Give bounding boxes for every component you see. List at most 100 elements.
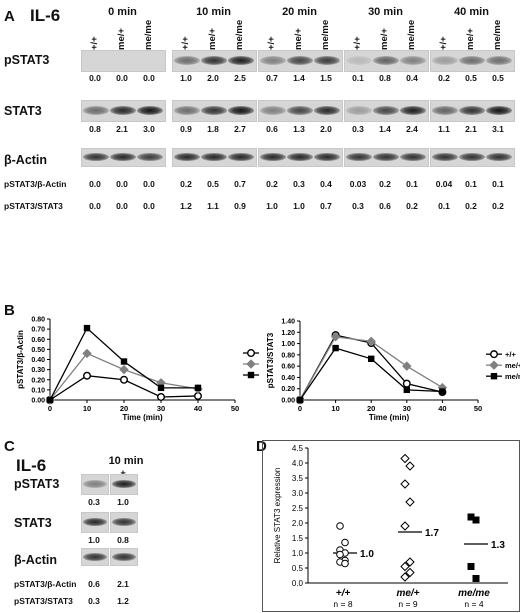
- genotype-label: me/+: [379, 28, 390, 50]
- y-tick-label: 1.40: [281, 319, 295, 326]
- densitometry-value: 0.3: [88, 497, 100, 507]
- genotype-label: me/me: [143, 19, 154, 50]
- blot-band-image: [81, 512, 109, 533]
- protein-band: [486, 56, 512, 65]
- protein-band: [459, 153, 485, 161]
- data-point: [46, 396, 54, 404]
- densitometry-value: 2.1: [465, 124, 477, 134]
- mean-label: 1.7: [425, 528, 439, 539]
- protein-band: [314, 56, 340, 65]
- ratio-value: 0.0: [143, 201, 155, 211]
- densitometry-value: 0.8: [117, 535, 129, 545]
- blot-band-image: [81, 148, 166, 167]
- protein-band: [432, 153, 458, 161]
- data-point: [194, 384, 202, 392]
- densitometry-value: 1.0: [117, 497, 129, 507]
- data-point: [341, 538, 349, 547]
- y-tick-label: 0.0: [292, 579, 304, 588]
- densitometry-value: 1.0: [88, 535, 100, 545]
- y-tick-label: 0.80: [281, 352, 295, 359]
- protein-band: [83, 153, 109, 161]
- densitometry-value: 0.5: [492, 73, 504, 83]
- y-tick-label: 0.50: [31, 347, 45, 354]
- legend-label: me/+: [505, 361, 520, 370]
- blot-band-image: [430, 148, 515, 167]
- data-point: [330, 332, 341, 342]
- ratio-value: 0.4: [320, 179, 332, 189]
- y-tick-label: 0.40: [281, 375, 295, 382]
- protein-band: [400, 56, 426, 65]
- blot-band-image: [110, 512, 138, 533]
- densitometry-value: 0.7: [266, 73, 278, 83]
- protein-band: [228, 106, 254, 115]
- protein-band: [373, 56, 399, 65]
- data-point: [400, 572, 410, 582]
- protein-band: [174, 153, 200, 161]
- protein-band: [260, 153, 286, 161]
- protein-band: [201, 56, 227, 65]
- group-count-label: n = 8: [333, 599, 352, 609]
- protein-band: [174, 106, 200, 115]
- blot-band-image: [258, 100, 343, 122]
- data-point: [489, 360, 499, 370]
- densitometry-value: 2.5: [234, 73, 246, 83]
- ratio-value: 0.0: [143, 179, 155, 189]
- blot-band-image: [172, 148, 257, 167]
- x-tick-label: 50: [474, 404, 482, 413]
- data-point: [472, 516, 480, 524]
- legend-label: me/me: [505, 372, 520, 381]
- data-point: [405, 567, 415, 578]
- y-tick-label: 0.70: [31, 327, 45, 334]
- densitometry-value: 1.3: [293, 124, 305, 134]
- ratio-value: 0.3: [88, 596, 100, 606]
- data-point: [246, 359, 256, 369]
- densitometry-value: 2.0: [207, 73, 219, 83]
- ratio-value: 0.2: [266, 179, 278, 189]
- ratio-value: 0.3: [352, 201, 364, 211]
- x-category-label: me/+: [396, 588, 419, 599]
- ratio-value: 0.7: [320, 201, 332, 211]
- blot-row-label: STAT3: [4, 104, 42, 118]
- y-tick-label: 0.60: [31, 337, 45, 344]
- ratio-value: 0.7: [234, 179, 246, 189]
- protein-band: [346, 153, 372, 161]
- ratio-value: 0.6: [88, 579, 100, 589]
- blot-band-image: [81, 50, 166, 72]
- protein-band: [373, 153, 399, 161]
- data-point: [366, 336, 376, 347]
- protein-band: [174, 56, 200, 65]
- genotype-label: me/me: [492, 19, 503, 50]
- protein-band: [110, 153, 136, 161]
- protein-band: [201, 153, 227, 161]
- y-tick-label: 0.60: [281, 364, 295, 371]
- panel-a-letter: A: [4, 8, 15, 25]
- panel-c-timepoint: 10 min: [108, 455, 144, 467]
- x-tick-label: 30: [403, 404, 411, 413]
- ratio-value: 1.0: [293, 201, 305, 211]
- data-point: [439, 388, 446, 395]
- y-tick-label: 1.5: [292, 534, 304, 543]
- x-category-label: me/me: [458, 588, 490, 599]
- ratio-value: 0.3: [293, 179, 305, 189]
- y-tick-label: 0.20: [281, 386, 295, 393]
- densitometry-value: 1.0: [180, 73, 192, 83]
- data-point: [403, 386, 410, 394]
- densitometry-value: 0.6: [266, 124, 278, 134]
- densitometry-value: 0.3: [352, 124, 364, 134]
- y-tick-label: 3.0: [292, 489, 304, 498]
- protein-band: [287, 153, 313, 161]
- protein-band: [400, 153, 426, 161]
- blot-band-image: [81, 474, 109, 495]
- protein-band: [83, 518, 107, 526]
- protein-band: [137, 153, 163, 161]
- protein-band: [287, 106, 313, 115]
- protein-band: [459, 56, 485, 65]
- densitometry-value: 0.5: [465, 73, 477, 83]
- ratio-value: 0.1: [406, 179, 418, 189]
- ratio-value: 0.2: [379, 179, 391, 189]
- protein-band: [314, 153, 340, 161]
- blot-band-image: [172, 100, 257, 122]
- x-tick-label: 0: [298, 404, 302, 413]
- data-point: [332, 344, 339, 352]
- panel-b-letter: B: [4, 302, 15, 319]
